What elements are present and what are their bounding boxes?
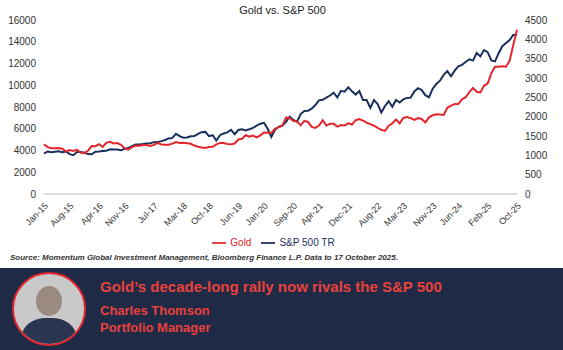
svg-text:Dec-21: Dec-21 — [327, 201, 355, 229]
html-text:Gold’s decade-long rally now r: Gold’s decade-long rally now rivals the … — [100, 278, 442, 295]
svg-text:4000: 4000 — [525, 34, 548, 45]
svg-text:10000: 10000 — [8, 80, 36, 91]
svg-text:Mar-18: Mar-18 — [162, 201, 189, 228]
svg-text:Jun-24: Jun-24 — [438, 201, 465, 228]
svg-text:Feb-25: Feb-25 — [466, 201, 493, 228]
svg-text:14000: 14000 — [8, 36, 36, 47]
svg-text:6000: 6000 — [14, 123, 37, 134]
html-text:Charles Thomson: Charles Thomson — [100, 303, 210, 318]
svg-text:Aug-15: Aug-15 — [48, 201, 76, 229]
svg-text:16000: 16000 — [8, 15, 36, 26]
svg-text:Jun-19: Jun-19 — [218, 201, 245, 228]
html-text:Source: Momentum Global Invest: Source: Momentum Global Investment Manag… — [10, 253, 398, 262]
svg-text:Nov-23: Nov-23 — [411, 201, 439, 229]
svg-text:4500: 4500 — [525, 15, 548, 26]
svg-text:Jan-20: Jan-20 — [243, 201, 270, 228]
svg-text:4000: 4000 — [14, 145, 37, 156]
svg-text:2500: 2500 — [525, 92, 548, 103]
svg-text:8000: 8000 — [14, 102, 37, 113]
svg-text:Oct-18: Oct-18 — [189, 201, 215, 227]
html-text:S&P 500 TR: S&P 500 TR — [279, 236, 335, 248]
svg-text:500: 500 — [525, 169, 542, 180]
svg-text:Oct-25: Oct-25 — [497, 201, 523, 227]
svg-text:12000: 12000 — [8, 58, 36, 69]
svg-text:1000: 1000 — [525, 150, 548, 161]
html-text:Portfolio Manager: Portfolio Manager — [100, 320, 211, 335]
svg-text:3000: 3000 — [525, 73, 548, 84]
svg-text:0: 0 — [525, 189, 531, 200]
svg-text:Sep-20: Sep-20 — [272, 201, 300, 229]
svg-text:Mar-23: Mar-23 — [382, 201, 409, 228]
svg-text:Aug-22: Aug-22 — [356, 201, 384, 229]
svg-text:Jul-17: Jul-17 — [136, 201, 160, 225]
html-text:Gold vs. S&P 500: Gold vs. S&P 500 — [239, 4, 326, 16]
svg-text:2000: 2000 — [525, 111, 548, 122]
svg-text:Apr-21: Apr-21 — [299, 201, 325, 227]
svg-text:Apr-16: Apr-16 — [79, 201, 105, 227]
svg-text:3500: 3500 — [525, 53, 548, 64]
svg-text:1500: 1500 — [525, 131, 548, 142]
svg-text:Jan-15: Jan-15 — [23, 201, 50, 228]
svg-text:Nov-16: Nov-16 — [103, 201, 131, 229]
svg-text:2000: 2000 — [14, 167, 37, 178]
svg-text:0: 0 — [30, 189, 36, 200]
html-text:Gold: Gold — [230, 236, 252, 248]
